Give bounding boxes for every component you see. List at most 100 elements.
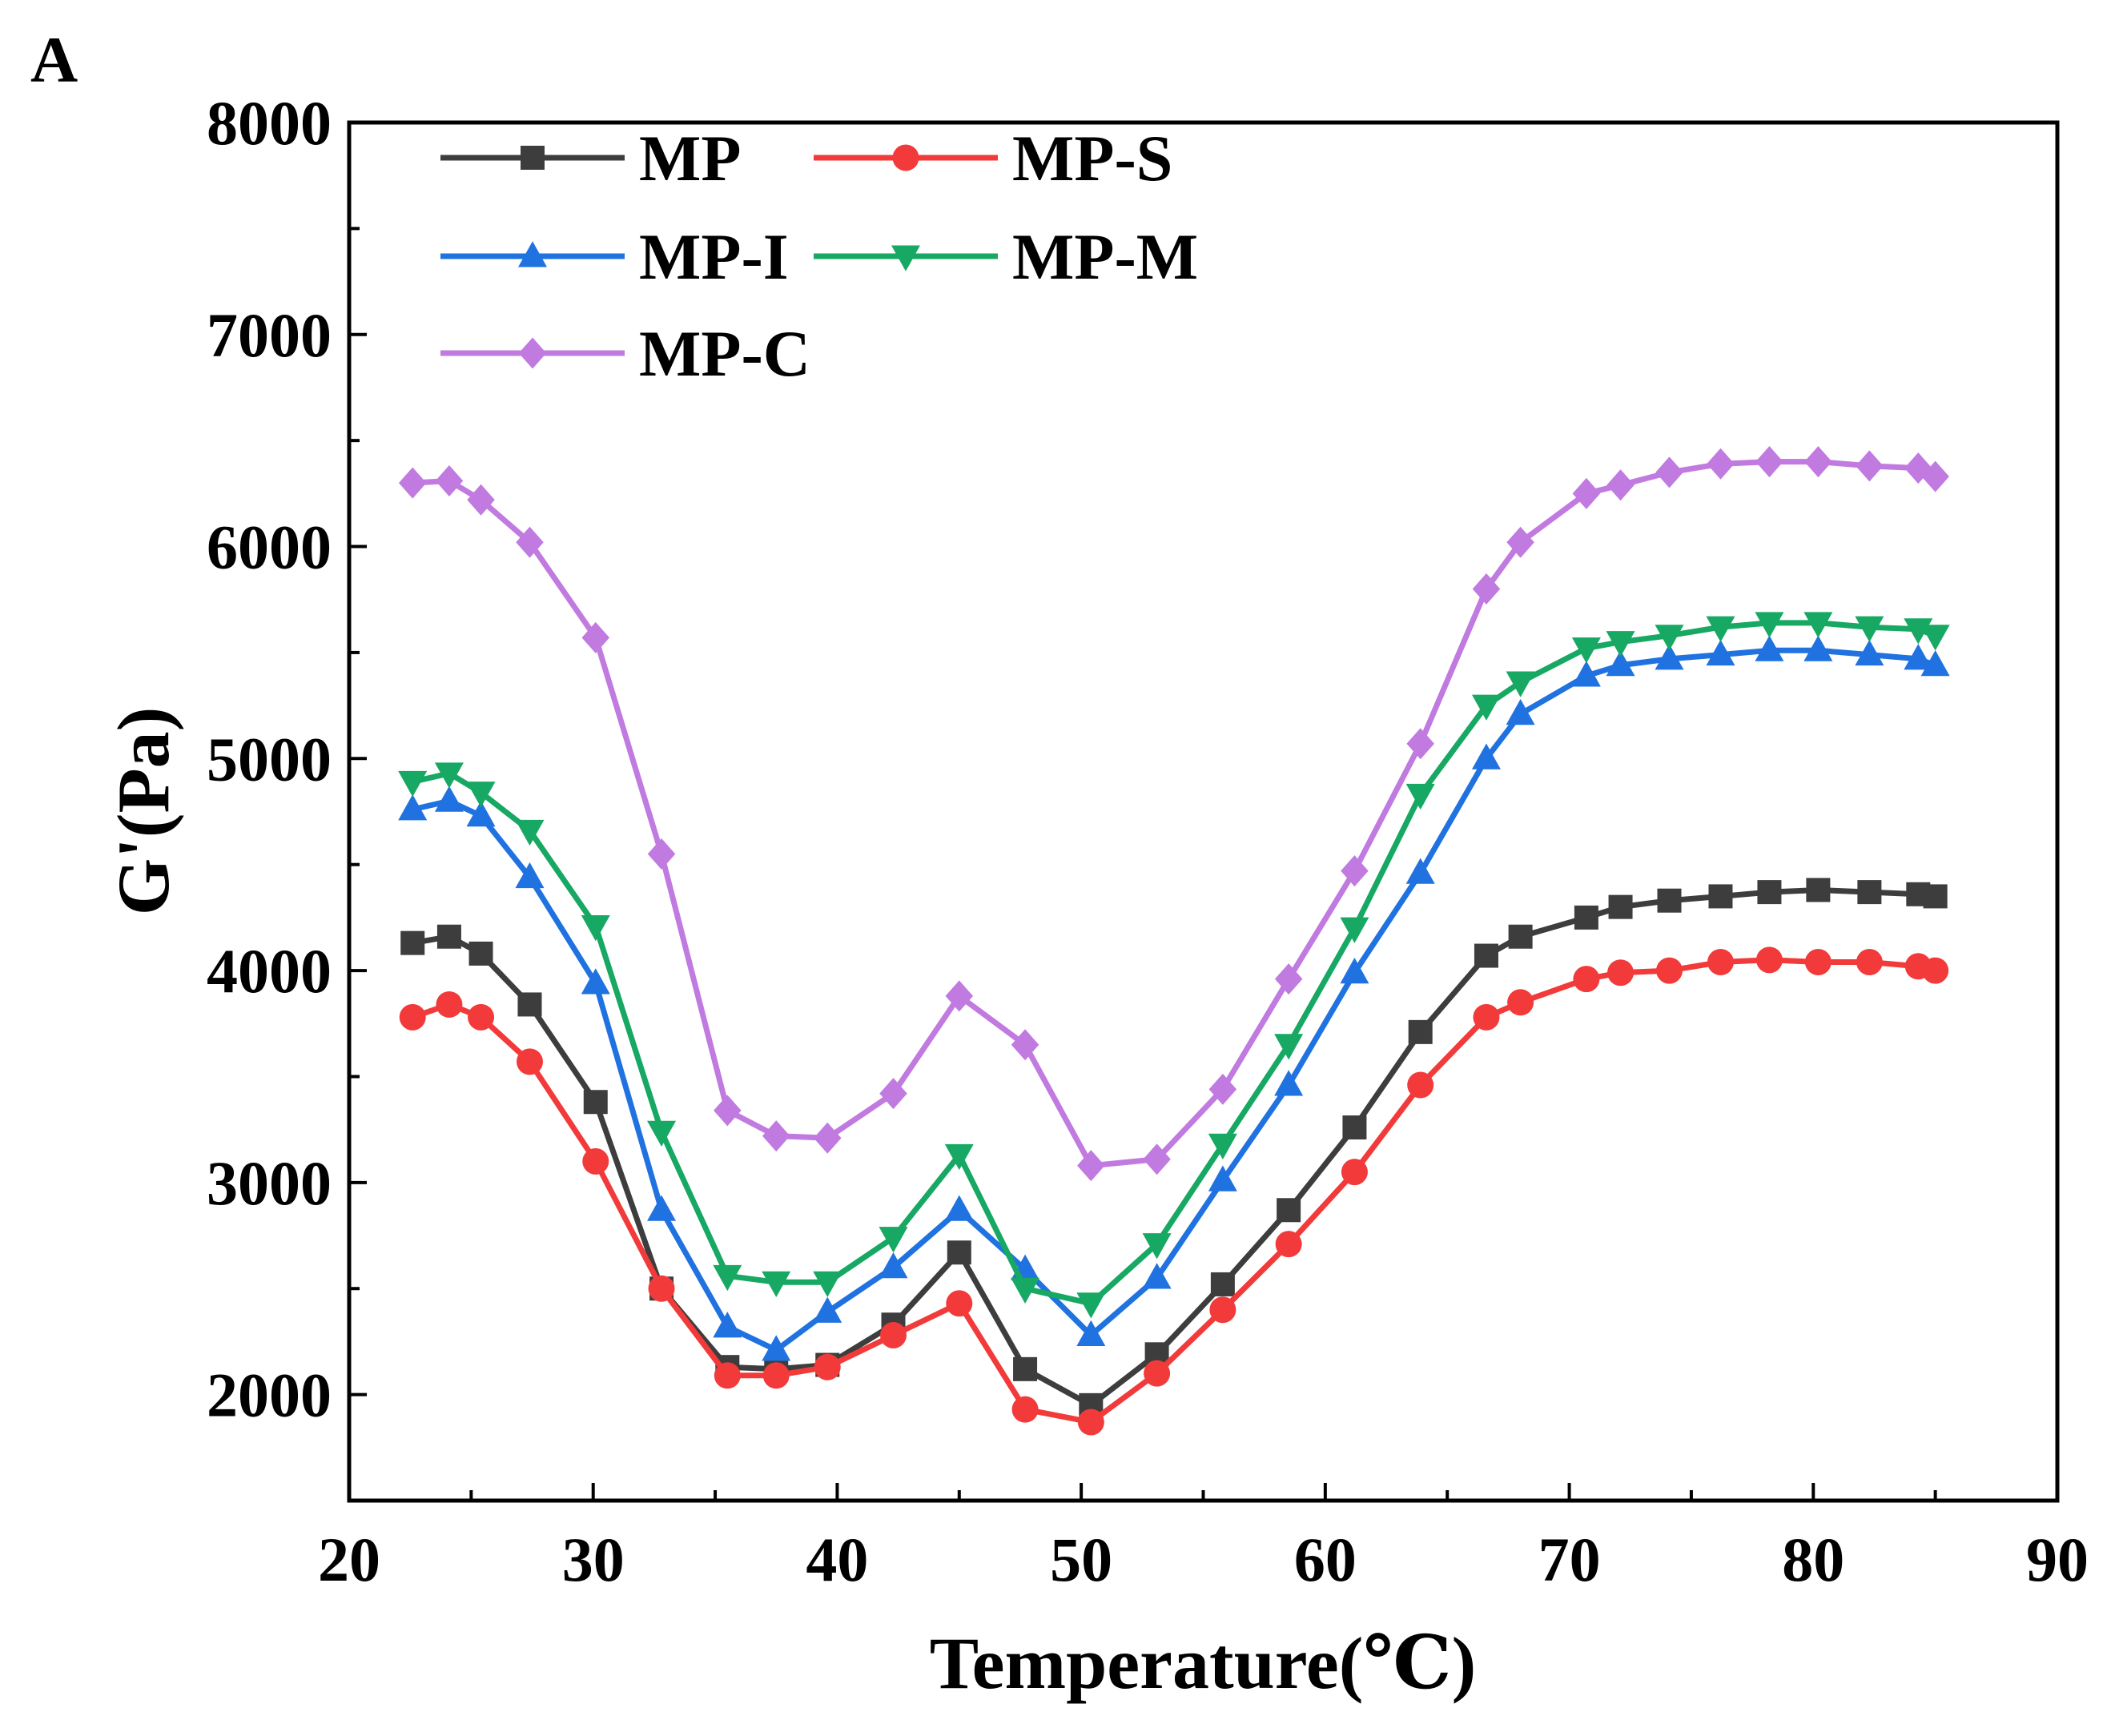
- y-tick-label: 3000: [207, 1148, 332, 1218]
- data-point-mp-i: [879, 1252, 908, 1279]
- data-point-mp-s: [1144, 1360, 1171, 1387]
- data-point-mp-c: [1274, 963, 1303, 995]
- data-point-mp: [1857, 880, 1882, 905]
- data-point-mp-i: [1855, 639, 1884, 666]
- data-point-mp-s: [1507, 989, 1534, 1016]
- data-point-mp: [468, 941, 493, 966]
- data-point-mp-i: [944, 1195, 974, 1221]
- data-point-mp-m: [1340, 917, 1369, 943]
- data-point-mp-m: [1855, 616, 1884, 642]
- data-point-mp: [1574, 905, 1598, 930]
- data-point-mp-i: [398, 794, 428, 821]
- data-point-mp-s: [1011, 1396, 1039, 1423]
- data-point-mp-m: [1208, 1133, 1237, 1159]
- data-point-mp-s: [582, 1147, 609, 1175]
- data-point-mp-i: [1076, 1320, 1106, 1346]
- data-point-mp-i: [434, 786, 464, 812]
- data-point-mp-m: [1655, 625, 1684, 651]
- data-point-mp: [1408, 1019, 1433, 1044]
- legend-label: MP-C: [639, 317, 810, 390]
- series-mp: [400, 878, 1948, 1417]
- data-point-mp-s: [436, 991, 463, 1018]
- data-point-mp-c: [647, 838, 676, 870]
- x-tick-label: 40: [806, 1525, 868, 1594]
- data-point-mp-c: [714, 1095, 742, 1127]
- data-point-mp-s: [1656, 957, 1683, 984]
- data-point-mp-m: [434, 762, 464, 789]
- x-tick-label: 20: [318, 1525, 380, 1594]
- data-point-mp-c: [1856, 450, 1884, 482]
- data-point-mp-c: [398, 467, 427, 499]
- data-point-mp-c: [1472, 573, 1501, 605]
- data-point-mp-c: [581, 621, 610, 653]
- data-point-mp: [1806, 878, 1831, 902]
- data-point-mp-c: [1655, 456, 1683, 488]
- data-point-mp-s: [814, 1353, 841, 1380]
- data-point-mp-m: [1142, 1233, 1172, 1260]
- data-point-mp: [583, 1090, 608, 1115]
- series-mp-i: [398, 635, 1950, 1361]
- data-point-mp-m: [647, 1120, 677, 1147]
- data-point-mp-i: [713, 1312, 742, 1338]
- data-point-mp-i: [1340, 957, 1369, 984]
- data-point-mp: [1608, 894, 1633, 919]
- data-point-mp-i: [1471, 743, 1501, 770]
- data-point-mp: [1342, 1115, 1367, 1140]
- data-point-mp-i: [1706, 639, 1735, 666]
- data-point-mp-m: [1471, 694, 1501, 721]
- data-point-mp-s: [468, 1003, 495, 1031]
- data-point-mp-m: [581, 914, 610, 942]
- legend-label: MP-I: [639, 220, 789, 293]
- data-point-mp-i: [1208, 1165, 1237, 1191]
- data-point-mp-s: [648, 1275, 675, 1302]
- data-point-mp-i: [1142, 1263, 1172, 1289]
- data-point-mp-m: [1920, 625, 1950, 651]
- data-point-mp-s: [1607, 959, 1635, 987]
- legend-item-mp-c: MP-C: [440, 317, 810, 390]
- data-point-mp: [947, 1240, 971, 1265]
- legend-swatch-marker: [518, 337, 547, 369]
- data-point-mp-s: [1077, 1408, 1104, 1436]
- data-point-mp-m: [1011, 1277, 1040, 1304]
- data-point-mp-c: [762, 1120, 790, 1152]
- x-tick-label: 70: [1538, 1525, 1601, 1594]
- data-point-mp-m: [466, 782, 496, 808]
- data-point-mp-s: [880, 1321, 907, 1348]
- data-point-mp-m: [398, 770, 428, 798]
- data-point-mp-i: [647, 1195, 677, 1221]
- legend-item-mp-s: MP-S: [814, 122, 1172, 195]
- x-axis-title: Temperature(℃): [930, 1622, 1477, 1704]
- data-point-mp-s: [1573, 966, 1600, 993]
- data-point-mp: [1210, 1272, 1235, 1296]
- data-point-mp-c: [435, 464, 464, 496]
- y-tick-label: 4000: [207, 936, 332, 1006]
- data-point-mp: [1923, 884, 1948, 909]
- data-point-mp: [517, 992, 542, 1017]
- data-point-mp-i: [466, 801, 496, 827]
- data-point-mp-m: [1755, 612, 1784, 638]
- y-tick-label: 5000: [207, 724, 332, 794]
- data-point-mp-c: [1804, 446, 1832, 478]
- data-point-mp: [1757, 880, 1782, 905]
- legend-swatch-marker: [521, 146, 545, 170]
- x-tick-label: 80: [1782, 1525, 1844, 1594]
- data-point-mp-c: [1143, 1143, 1171, 1175]
- data-point-mp-i: [1920, 650, 1950, 677]
- y-tick-label: 2000: [207, 1360, 332, 1430]
- data-point-mp-c: [1341, 855, 1369, 887]
- legend-swatch-marker: [518, 241, 547, 267]
- x-tick-label: 90: [2026, 1525, 2089, 1594]
- data-point-mp-c: [1921, 460, 1949, 492]
- data-point-mp-c: [879, 1078, 907, 1110]
- data-point-mp-i: [515, 862, 545, 889]
- x-tick-label: 60: [1294, 1525, 1357, 1594]
- data-point-mp-c: [1208, 1073, 1237, 1105]
- data-point-mp-m: [1405, 783, 1435, 810]
- y-tick-label: 7000: [207, 300, 332, 370]
- data-point-mp-m: [1506, 671, 1535, 697]
- panel-label: A: [30, 23, 78, 96]
- data-point-mp-c: [945, 980, 974, 1012]
- data-point-mp-c: [813, 1122, 842, 1154]
- y-tick-label: 8000: [207, 88, 332, 158]
